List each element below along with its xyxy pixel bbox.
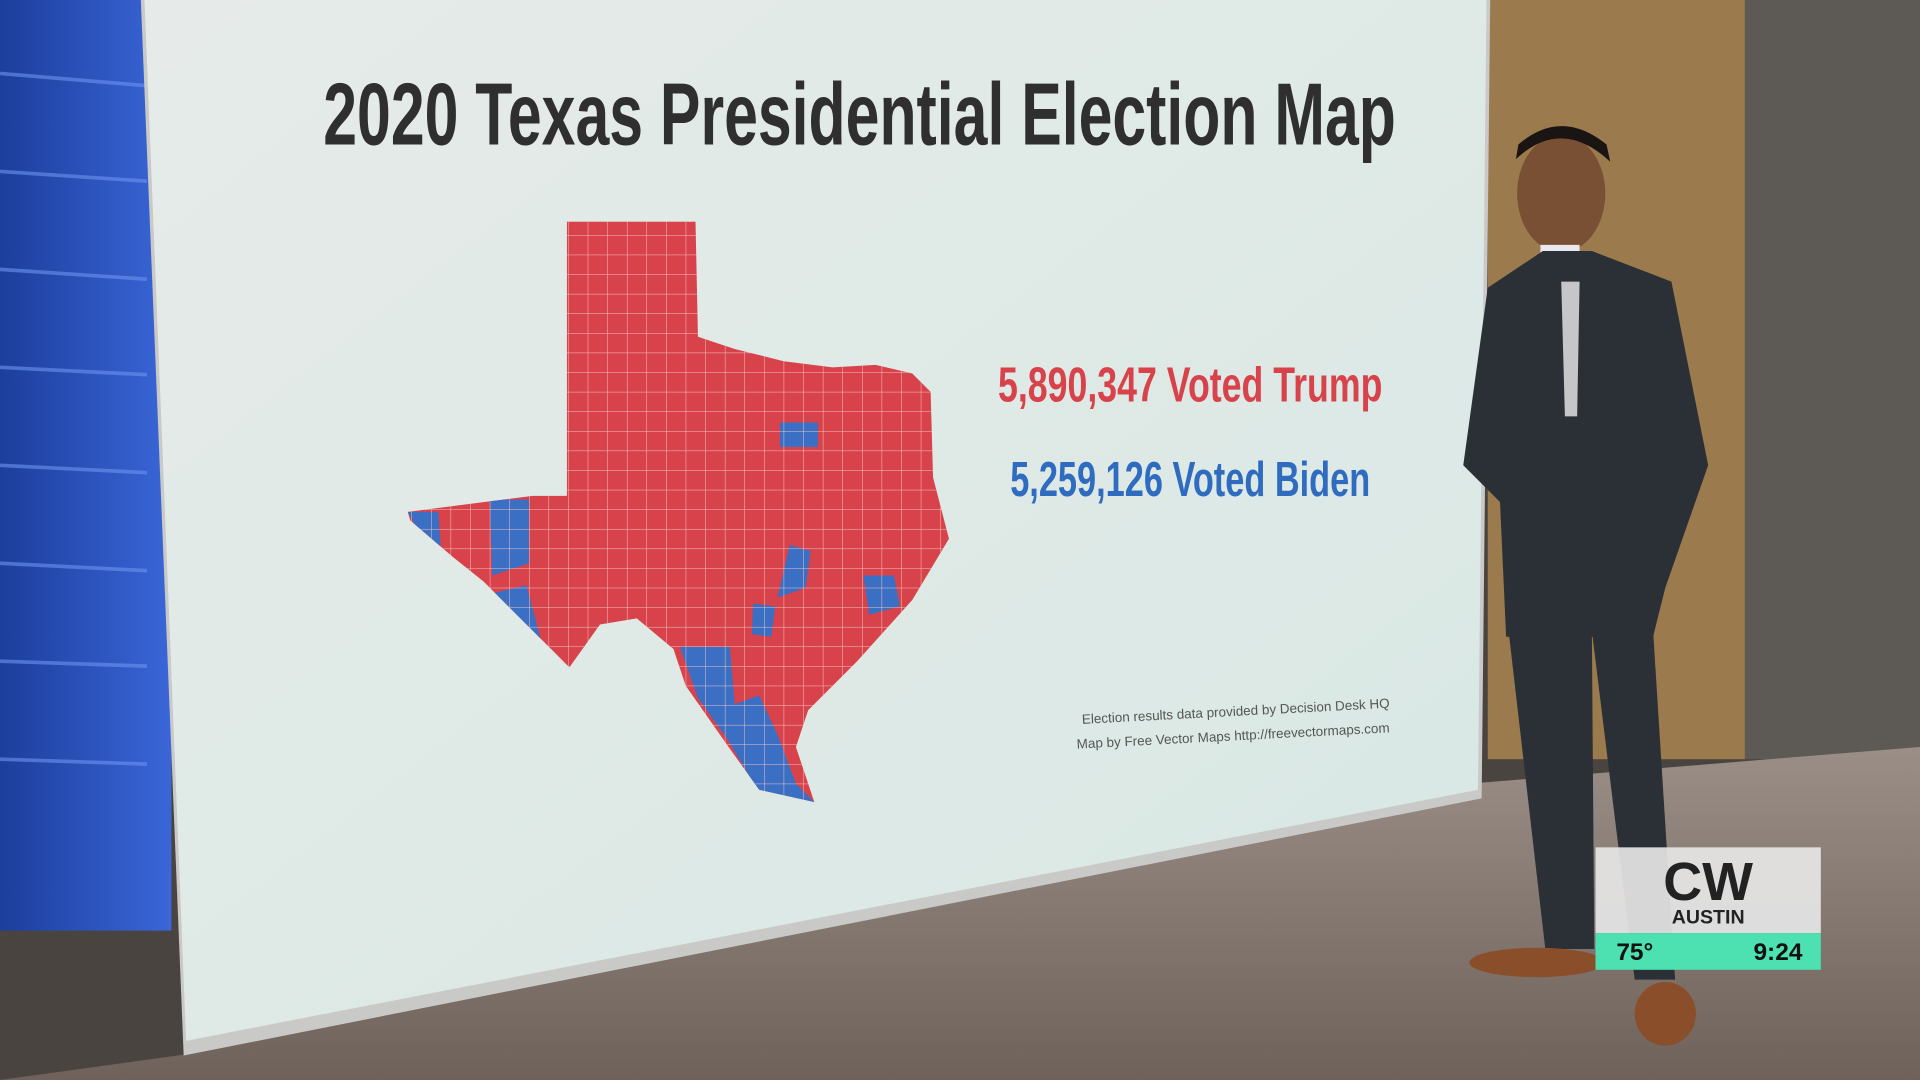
station-bug: CW AUSTIN 75° 9:24 bbox=[1595, 847, 1821, 970]
led-stripes bbox=[0, 71, 148, 766]
logo-panel bbox=[1595, 847, 1821, 934]
title: 2020 Texas Presidential Election Map bbox=[323, 64, 1396, 163]
logo-brand: CW bbox=[1663, 852, 1753, 912]
side-panel bbox=[1744, 0, 1920, 760]
info-bar bbox=[1595, 933, 1821, 970]
trump-votes: 5,890,347 Voted Trump bbox=[998, 359, 1382, 413]
logo-city: AUSTIN bbox=[1672, 906, 1745, 928]
clock: 9:24 bbox=[1753, 939, 1802, 966]
biden-votes: 5,259,126 Voted Biden bbox=[1010, 453, 1370, 507]
temperature: 75° bbox=[1616, 939, 1653, 966]
